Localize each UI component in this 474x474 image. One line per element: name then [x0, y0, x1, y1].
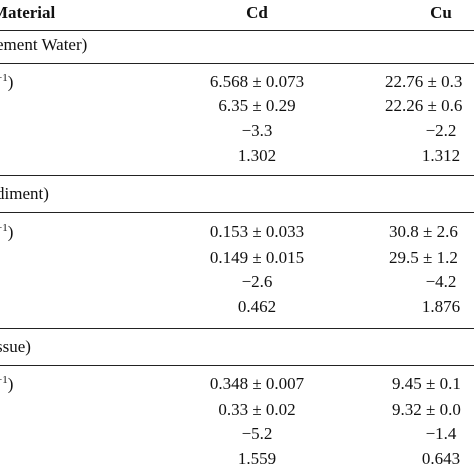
unit-sup: −1 — [0, 374, 8, 386]
cell: 0.643 — [421, 449, 461, 468]
cell: 1.302 — [237, 146, 277, 165]
unit-tail: ) — [7, 374, 14, 394]
cell: −4.2 — [425, 272, 457, 291]
rule — [0, 328, 474, 329]
cell: −3.3 — [241, 121, 273, 140]
cell: 9.32 ± 0.0 — [392, 400, 461, 419]
header-cell: Cd — [246, 3, 268, 22]
section-title: ssue) — [0, 337, 31, 356]
cell: −5.2 — [241, 424, 273, 443]
unit-sup: −1 — [0, 72, 8, 84]
cell: 9.45 ± 0.1 — [392, 374, 461, 393]
cell: 1.559 — [237, 449, 277, 468]
unit-label: −1) — [0, 370, 13, 395]
cell: 29.5 ± 1.2 — [389, 248, 458, 267]
cell: 0.149 ± 0.015 — [209, 248, 305, 267]
cell: −2.2 — [425, 121, 457, 140]
cell: 1.312 — [421, 146, 461, 165]
cell: −2.6 — [241, 272, 273, 291]
rule — [0, 30, 474, 31]
cell: 1.876 — [421, 297, 461, 316]
unit-tail: ) — [7, 222, 14, 242]
unit-tail: ) — [7, 72, 14, 92]
cell: 0.462 — [237, 297, 277, 316]
cell: 0.153 ± 0.033 — [209, 222, 305, 241]
rule — [0, 365, 474, 366]
rule — [0, 175, 474, 176]
unit-label: −1) — [0, 68, 13, 93]
cell: 6.35 ± 0.29 — [218, 96, 296, 115]
rule — [0, 212, 474, 213]
cell: −1.4 — [425, 424, 457, 443]
cell: 0.348 ± 0.007 — [209, 374, 305, 393]
cell: 22.26 ± 0.6 — [385, 96, 463, 115]
cell: 0.33 ± 0.02 — [218, 400, 296, 419]
unit-sup: −1 — [0, 222, 8, 234]
rule — [0, 63, 474, 64]
unit-label: −1) — [0, 218, 13, 243]
cell: 6.568 ± 0.073 — [209, 72, 305, 91]
header-cell: Material — [0, 3, 56, 22]
cell: 30.8 ± 2.6 — [389, 222, 458, 241]
section-title: ement Water) — [0, 35, 88, 54]
header-cell: Cu — [430, 3, 452, 22]
cell: 22.76 ± 0.3 — [385, 72, 463, 91]
section-title: diment) — [0, 184, 49, 203]
